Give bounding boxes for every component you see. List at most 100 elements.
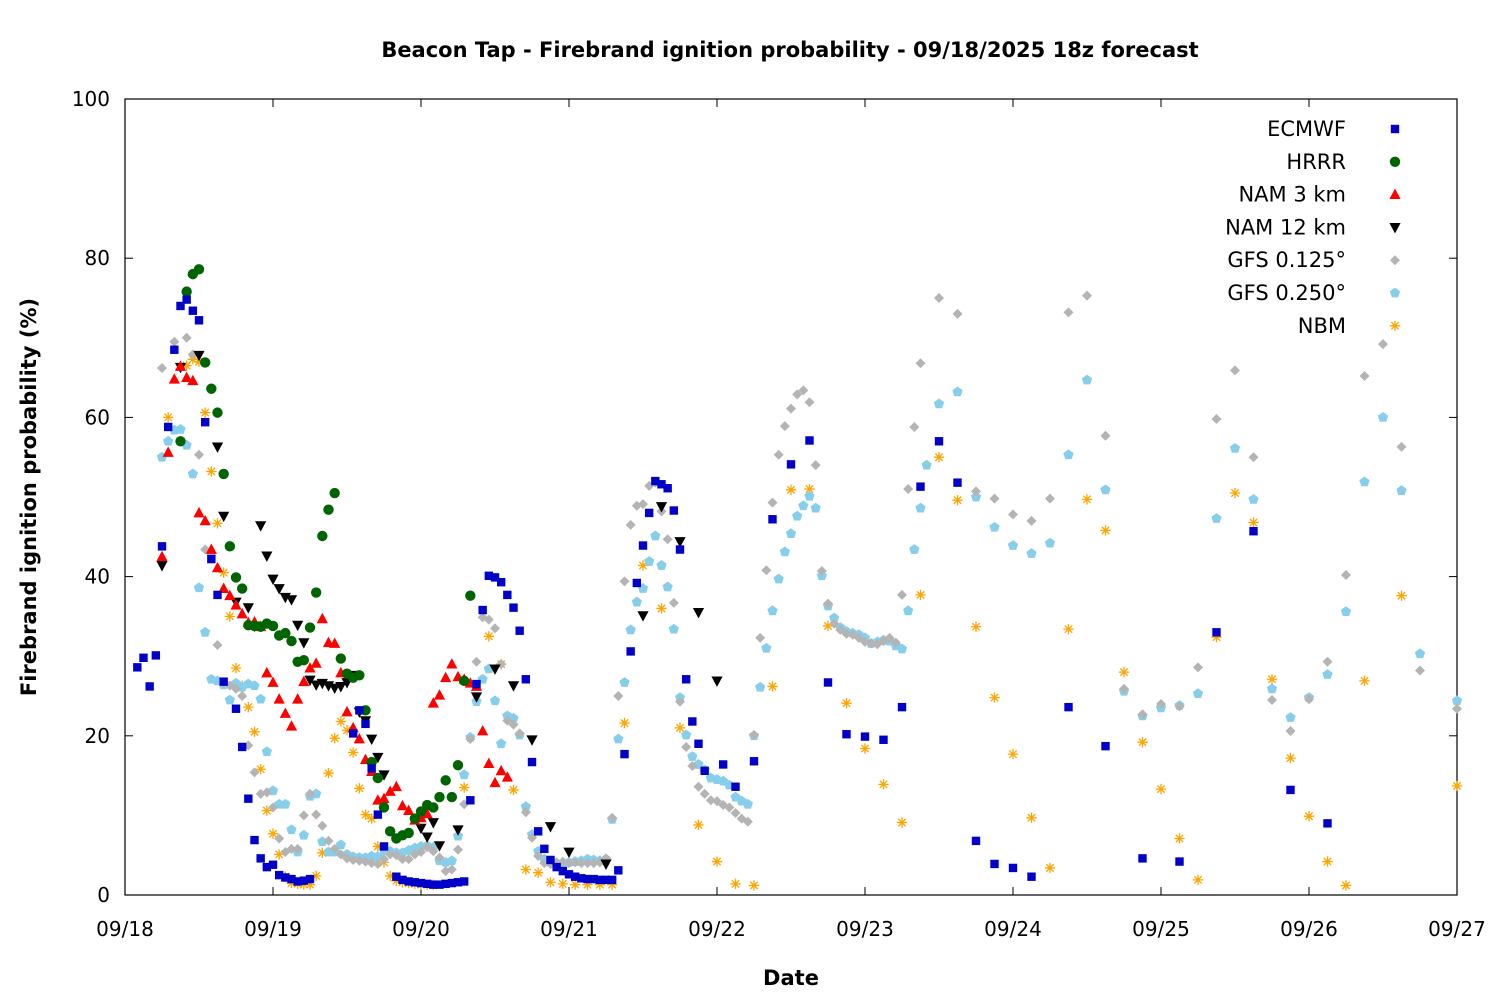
data-point xyxy=(175,423,186,434)
data-point xyxy=(182,295,191,304)
legend-marker xyxy=(1390,124,1400,134)
series-layer xyxy=(133,264,1463,891)
data-point xyxy=(934,293,944,303)
data-point xyxy=(310,657,322,668)
data-point xyxy=(896,817,908,828)
data-point xyxy=(335,653,347,664)
data-point xyxy=(952,494,963,506)
data-point xyxy=(273,693,285,704)
data-point xyxy=(730,808,741,819)
data-point xyxy=(1396,590,1407,601)
data-point xyxy=(483,757,495,769)
data-point xyxy=(1212,628,1221,637)
data-point xyxy=(347,747,359,758)
data-point xyxy=(693,819,704,831)
data-point xyxy=(404,877,413,886)
data-point xyxy=(242,603,254,614)
data-point xyxy=(544,822,557,833)
data-point xyxy=(804,397,815,408)
data-point xyxy=(162,446,174,457)
data-point xyxy=(1359,476,1370,487)
data-point xyxy=(656,560,667,570)
plot-frame xyxy=(124,98,1458,896)
data-point xyxy=(298,654,310,666)
data-point xyxy=(372,858,383,869)
data-point xyxy=(212,407,223,418)
data-point xyxy=(989,493,1000,504)
data-point xyxy=(896,643,908,654)
data-point xyxy=(1174,701,1185,712)
data-point xyxy=(367,764,376,773)
data-point xyxy=(1396,485,1407,495)
data-point xyxy=(952,386,963,397)
data-point xyxy=(281,873,290,882)
data-point xyxy=(570,857,581,868)
data-point xyxy=(249,680,260,691)
data-point xyxy=(1396,441,1407,452)
data-point xyxy=(236,608,248,619)
data-point xyxy=(792,389,803,400)
data-point xyxy=(773,573,784,584)
data-point xyxy=(187,468,198,479)
data-point xyxy=(194,316,204,325)
data-point xyxy=(916,482,925,491)
data-point xyxy=(261,805,273,816)
data-point xyxy=(355,706,364,715)
data-point xyxy=(614,866,623,875)
data-point xyxy=(1137,736,1148,748)
data-point xyxy=(421,807,433,819)
data-point xyxy=(193,582,205,593)
data-point xyxy=(286,843,297,854)
data-point xyxy=(644,508,654,518)
data-point xyxy=(483,631,495,642)
data-point xyxy=(674,722,686,734)
data-point xyxy=(1340,880,1352,891)
y-tick-label: 0 xyxy=(97,883,110,907)
data-point xyxy=(472,679,481,689)
data-point xyxy=(761,642,772,653)
data-point xyxy=(822,620,834,632)
data-point xyxy=(453,844,463,855)
data-point xyxy=(329,732,340,744)
data-point xyxy=(607,812,618,823)
data-point xyxy=(403,827,414,839)
data-point xyxy=(632,578,642,588)
data-point xyxy=(1322,856,1333,867)
data-point xyxy=(267,828,279,839)
data-point xyxy=(267,676,279,687)
data-point xyxy=(434,852,445,863)
data-point xyxy=(354,670,365,681)
data-point xyxy=(520,807,531,818)
data-point xyxy=(373,810,383,819)
data-point xyxy=(274,833,285,844)
data-point xyxy=(952,308,963,319)
data-point xyxy=(366,858,377,869)
y-tick-label: 60 xyxy=(85,405,110,429)
data-point xyxy=(174,360,187,371)
data-point xyxy=(577,874,586,883)
data-point xyxy=(489,695,501,706)
data-point xyxy=(255,521,267,532)
data-point xyxy=(569,879,581,890)
legend-marker xyxy=(1389,320,1401,331)
data-point xyxy=(212,518,223,529)
data-point xyxy=(298,810,309,821)
data-point xyxy=(199,357,211,368)
data-point xyxy=(785,484,797,496)
data-point xyxy=(533,850,544,861)
x-axis: 09/18 09/19 09/20 09/21 09/22 09/23 09/24 09/25… xyxy=(96,99,1486,941)
data-point xyxy=(175,436,186,447)
data-point xyxy=(933,398,945,409)
data-point xyxy=(1118,666,1130,678)
y-tick-label: 80 xyxy=(85,246,110,270)
legend-marker xyxy=(1389,188,1401,199)
data-point xyxy=(200,626,211,637)
data-point xyxy=(169,336,180,347)
data-point xyxy=(503,590,512,600)
data-point xyxy=(466,796,475,805)
data-point xyxy=(798,385,809,396)
data-point xyxy=(1211,413,1222,424)
data-point xyxy=(1377,412,1389,422)
data-point xyxy=(1341,570,1351,581)
data-point xyxy=(441,879,450,889)
